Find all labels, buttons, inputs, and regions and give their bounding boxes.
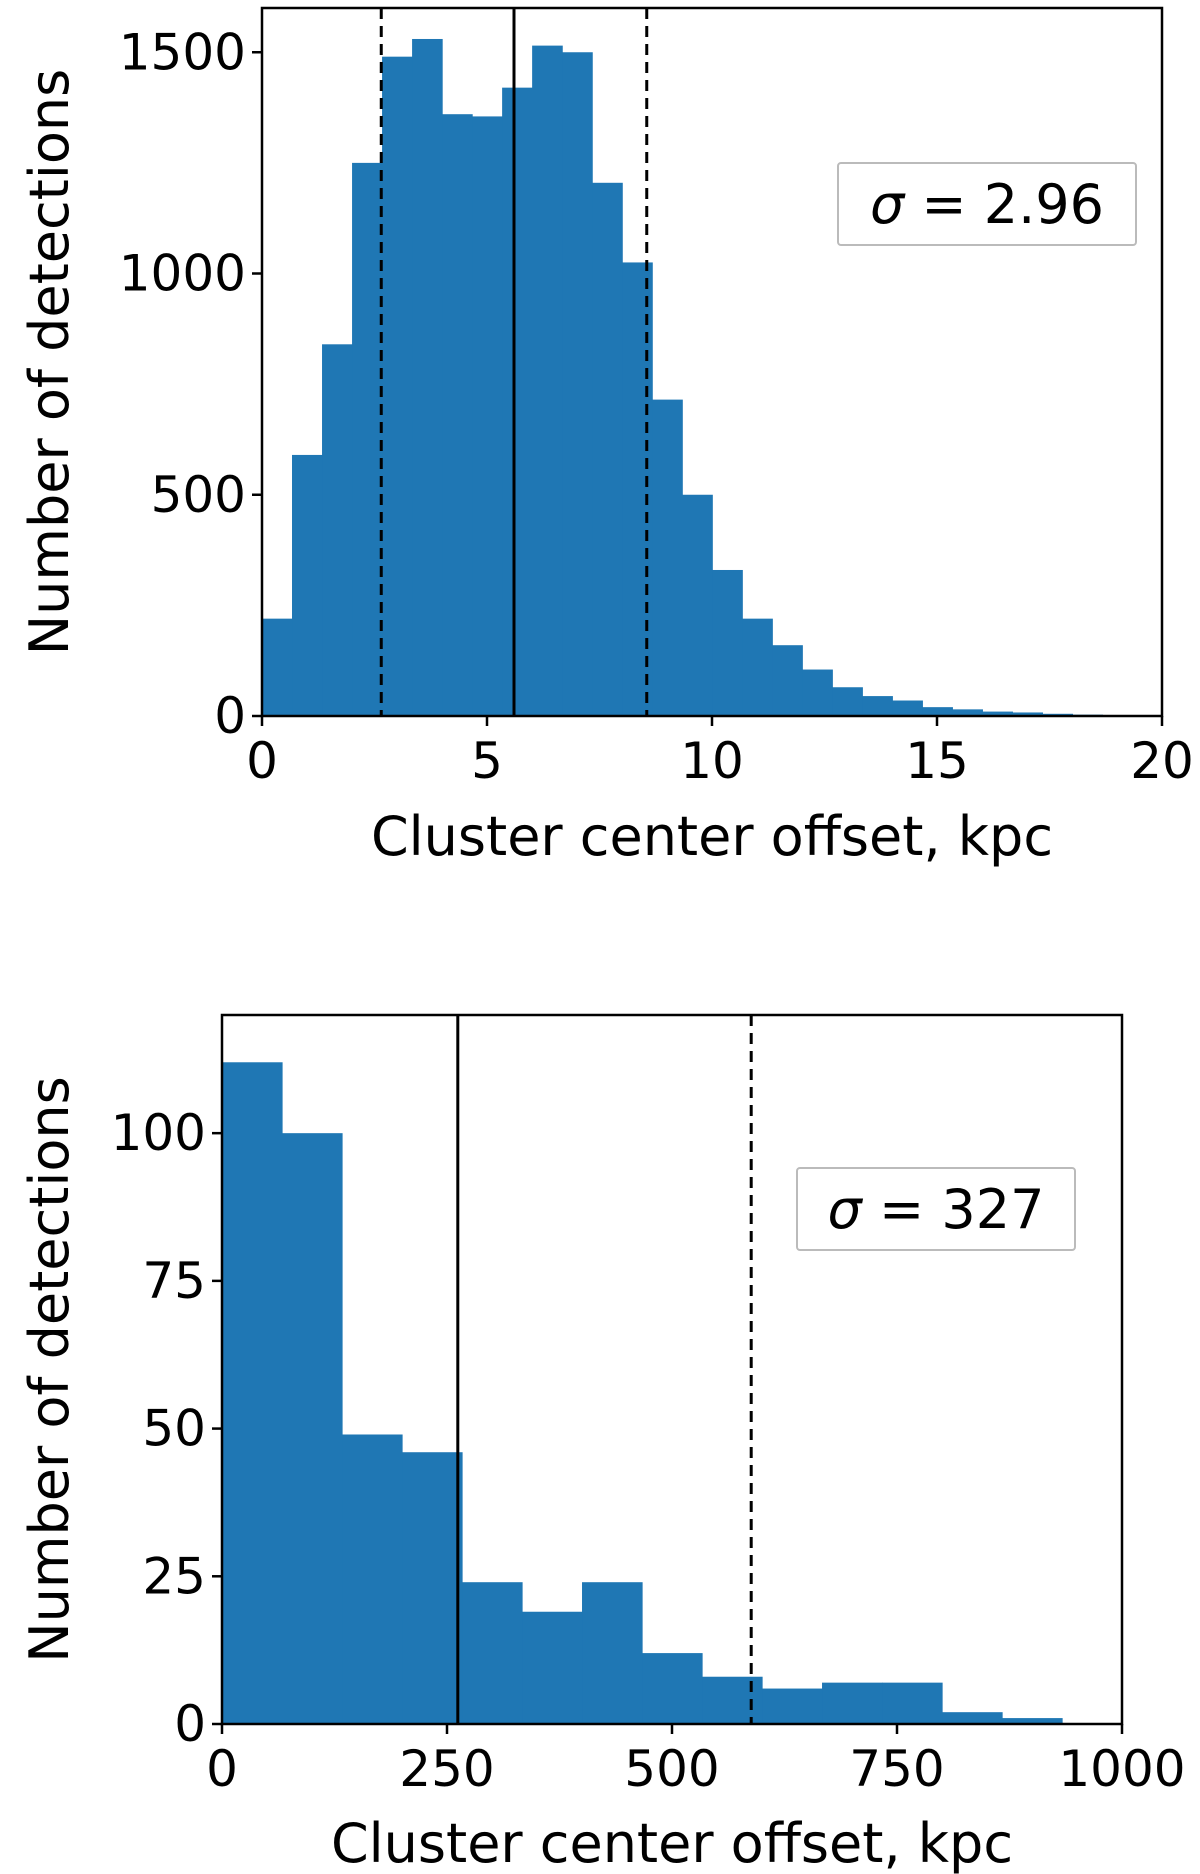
x-tick-label: 0 xyxy=(206,1740,238,1798)
histogram-bar xyxy=(582,1582,643,1724)
x-tick-label: 20 xyxy=(1130,732,1194,790)
histogram-bar xyxy=(802,669,833,716)
histogram-bar xyxy=(402,1452,463,1724)
histogram-bar xyxy=(682,494,713,716)
histogram-bar xyxy=(262,618,293,716)
y-tick-label: 1500 xyxy=(119,23,246,81)
reference-lines xyxy=(379,8,649,716)
histogram-panel-top: 0 500 1000 1500 0 5 10 15 20 Number of detectio… xyxy=(18,6,1194,868)
histogram-bar xyxy=(342,1434,403,1724)
sigma-annotation: σ = 327 xyxy=(796,1167,1076,1251)
x-tick-label: 250 xyxy=(399,1740,494,1798)
histogram-bar xyxy=(942,1712,1003,1724)
histogram-bar xyxy=(292,454,323,716)
y-axis-label: Number of detections xyxy=(18,69,81,655)
histogram-bar xyxy=(952,709,983,716)
histogram-bar xyxy=(562,52,593,716)
y-tick-label: 100 xyxy=(111,1104,206,1162)
sigma-symbol: σ xyxy=(828,1178,864,1241)
y-axis-label: Number of detections xyxy=(18,1076,81,1662)
x-tick-label: 15 xyxy=(905,732,969,790)
y-tick-label: 75 xyxy=(142,1252,206,1310)
histogram-bar xyxy=(472,116,503,716)
histogram-bar xyxy=(882,1682,943,1724)
histogram-bar xyxy=(502,87,533,716)
bars-group xyxy=(222,1062,1063,1724)
x-tick-label: 0 xyxy=(246,732,278,790)
sigma-annotation: σ = 2.96 xyxy=(837,162,1137,246)
histogram-bar xyxy=(702,1676,763,1724)
histogram-bar xyxy=(822,1682,883,1724)
histogram-bar xyxy=(382,56,413,717)
x-axis-ticks: 0 5 10 15 20 xyxy=(246,716,1194,790)
histogram-bar xyxy=(532,45,563,717)
histogram-bar xyxy=(922,707,953,716)
annotation-text: σ = 2.96 xyxy=(870,173,1104,236)
histogram-bar xyxy=(982,711,1013,716)
histogram-panel-bottom: 0 25 50 75 100 0 250 500 750 1000 Number of dete… xyxy=(18,1013,1186,1874)
histogram-bar xyxy=(762,1688,823,1724)
histogram-bar xyxy=(892,700,923,716)
histogram-bar xyxy=(522,1611,583,1724)
histogram-bar xyxy=(322,344,353,716)
y-tick-label: 25 xyxy=(142,1547,206,1605)
x-tick-label: 1000 xyxy=(1058,1740,1185,1798)
y-tick-label: 50 xyxy=(142,1400,206,1458)
histogram-bar xyxy=(442,114,473,716)
reference-lines xyxy=(456,1015,753,1724)
histogram-bar xyxy=(352,162,383,717)
y-tick-label: 1000 xyxy=(119,245,246,303)
histogram-bar xyxy=(412,38,443,717)
x-axis-ticks: 0 250 500 750 1000 xyxy=(206,1724,1186,1798)
x-tick-label: 5 xyxy=(471,732,503,790)
histogram-bar xyxy=(642,1653,703,1724)
annotation-text: σ = 327 xyxy=(828,1178,1045,1241)
histogram-bar xyxy=(462,1582,523,1724)
histogram-bar xyxy=(1002,1718,1063,1724)
annotation-box xyxy=(837,162,1137,246)
x-tick-label: 10 xyxy=(680,732,744,790)
y-tick-label: 0 xyxy=(174,1695,206,1753)
sigma-symbol: σ xyxy=(870,173,906,236)
sigma-value: = 327 xyxy=(862,1178,1045,1241)
sigma-value: = 2.96 xyxy=(904,173,1104,236)
annotation-box xyxy=(796,1167,1076,1251)
histogram-bar xyxy=(772,645,803,716)
histogram-bar xyxy=(742,618,773,716)
y-axis-ticks: 0 500 1000 1500 xyxy=(119,23,262,745)
x-tick-label: 750 xyxy=(849,1740,944,1798)
x-axis-label: Cluster center offset, kpc xyxy=(371,805,1053,868)
histogram-bar xyxy=(862,696,893,716)
histogram-bar xyxy=(222,1062,283,1724)
y-tick-label: 500 xyxy=(151,466,246,524)
histogram-bar xyxy=(1012,712,1043,716)
y-tick-label: 0 xyxy=(214,687,246,745)
histogram-bar xyxy=(832,687,863,716)
bars-group xyxy=(262,38,1163,717)
histogram-bar xyxy=(282,1133,343,1724)
y-axis-ticks: 0 25 50 75 100 xyxy=(111,1104,222,1753)
histogram-bar xyxy=(712,569,743,716)
histogram-bar xyxy=(652,399,683,716)
x-tick-label: 500 xyxy=(624,1740,719,1798)
x-axis-label: Cluster center offset, kpc xyxy=(331,1812,1013,1874)
histogram-bar xyxy=(592,182,623,717)
